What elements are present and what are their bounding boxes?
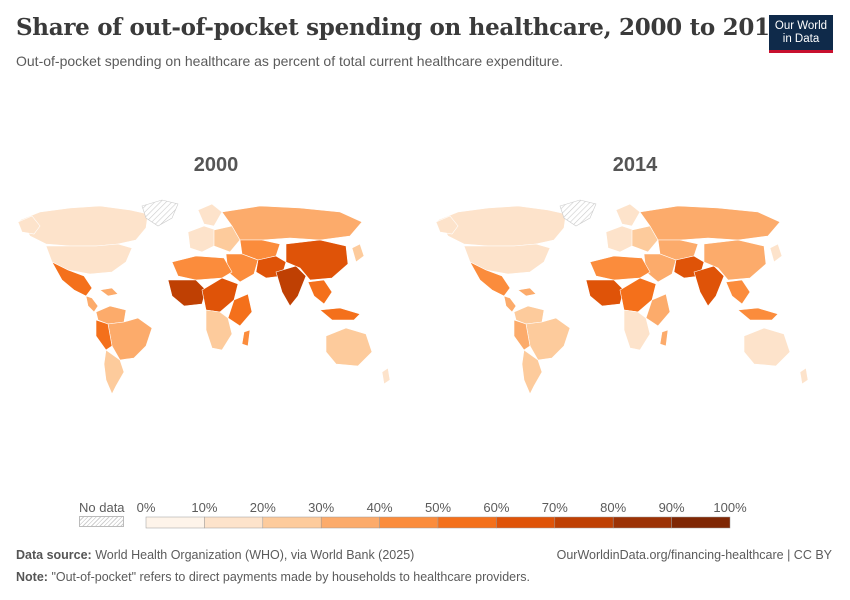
region-madagascar-2000[interactable] — [241, 329, 251, 347]
region-mexico-2014[interactable] — [469, 261, 511, 297]
legend-tick-label: 0% — [136, 500, 156, 515]
map-2000 — [17, 199, 391, 395]
legend-bin[interactable] — [145, 516, 205, 529]
region-australia-2014[interactable] — [743, 327, 791, 367]
legend-bin[interactable] — [671, 516, 731, 529]
region-middle-east-2000[interactable] — [225, 253, 259, 283]
region-europe-east-2000[interactable] — [213, 225, 241, 253]
map-title-2014: 2014 — [612, 154, 658, 176]
region-alaska-2014[interactable] — [435, 215, 459, 235]
region-indonesia-2000[interactable] — [319, 307, 361, 321]
legend-no-data-swatch[interactable] — [79, 516, 124, 527]
region-scandinavia-2014[interactable] — [615, 203, 641, 227]
region-europe-east-2014[interactable] — [631, 225, 659, 253]
region-australia-2000[interactable] — [325, 327, 373, 367]
legend-bin[interactable] — [496, 516, 556, 529]
region-china-2014[interactable] — [703, 239, 767, 281]
legend-bin[interactable] — [379, 516, 439, 529]
logo-line-1: Our World — [774, 19, 828, 32]
region-europe-west-2014[interactable] — [605, 225, 635, 253]
region-north-africa-2014[interactable] — [589, 255, 651, 281]
legend-tick-label: 100% — [713, 500, 747, 515]
legend-bin[interactable] — [262, 516, 322, 529]
region-argentina-chile-2014[interactable] — [521, 349, 543, 395]
legend-tick-label: 40% — [366, 500, 393, 515]
region-caribbean-2014[interactable] — [517, 287, 537, 297]
map-2014 — [435, 199, 809, 395]
region-scandinavia-2000[interactable] — [197, 203, 223, 227]
region-mexico-2000[interactable] — [51, 261, 93, 297]
legend-bin[interactable] — [554, 516, 614, 529]
map-title-2000: 2000 — [193, 154, 239, 176]
region-peru-bolivia-2000[interactable] — [95, 319, 113, 351]
region-southern-africa-2014[interactable] — [623, 309, 651, 351]
region-greenland-2014[interactable] — [559, 199, 597, 227]
legend-no-data-label: No data — [79, 500, 125, 515]
region-southeast-asia-2000[interactable] — [307, 279, 333, 305]
legend-bin[interactable] — [612, 516, 672, 529]
region-russia-2000[interactable] — [221, 205, 363, 241]
region-central-america-2000[interactable] — [85, 295, 99, 313]
note: Note: "Out-of-pocket" refers to direct p… — [16, 570, 530, 584]
region-new-zealand-2014[interactable] — [799, 367, 809, 385]
logo-line-2: in Data — [782, 32, 820, 45]
region-central-america-2014[interactable] — [503, 295, 517, 313]
legend-bin[interactable] — [437, 516, 497, 529]
region-japan-2000[interactable] — [351, 243, 365, 263]
region-brazil-2000[interactable] — [107, 317, 153, 361]
region-brazil-2014[interactable] — [525, 317, 571, 361]
legend-color-bar — [145, 516, 731, 529]
region-greenland-2000[interactable] — [141, 199, 179, 227]
region-peru-bolivia-2014[interactable] — [513, 319, 531, 351]
region-indonesia-2014[interactable] — [737, 307, 779, 321]
note-label: Note: — [16, 570, 48, 584]
region-caribbean-2000[interactable] — [99, 287, 119, 297]
region-argentina-chile-2000[interactable] — [103, 349, 125, 395]
region-southeast-asia-2014[interactable] — [725, 279, 751, 305]
region-middle-east-2014[interactable] — [643, 253, 677, 283]
chart-subtitle: Out-of-pocket spending on healthcare as … — [16, 53, 564, 69]
data-source: Data source: World Health Organization (… — [16, 548, 414, 562]
region-southern-africa-2000[interactable] — [205, 309, 233, 351]
region-west-africa-2014[interactable] — [585, 279, 625, 307]
region-russia-2014[interactable] — [639, 205, 781, 241]
region-india-2014[interactable] — [693, 265, 725, 307]
region-east-africa-2000[interactable] — [227, 293, 253, 327]
legend-tick-label: 20% — [249, 500, 276, 515]
legend-tick-label: 90% — [658, 500, 685, 515]
chart-title: Share of out-of-pocket spending on healt… — [16, 14, 786, 41]
region-north-africa-2000[interactable] — [171, 255, 233, 281]
region-japan-2014[interactable] — [769, 243, 783, 263]
region-madagascar-2014[interactable] — [659, 329, 669, 347]
legend-bin[interactable] — [320, 516, 380, 529]
region-west-africa-2000[interactable] — [167, 279, 207, 307]
owid-logo[interactable]: Our World in Data — [769, 15, 833, 53]
legend-tick-label: 80% — [600, 500, 627, 515]
region-alaska-2000[interactable] — [17, 215, 41, 235]
region-new-zealand-2000[interactable] — [381, 367, 391, 385]
region-canada-2014[interactable] — [437, 205, 567, 247]
legend-tick-label: 60% — [483, 500, 510, 515]
legend-tick-label: 70% — [541, 500, 568, 515]
legend-tick-label: 50% — [424, 500, 452, 515]
source-url[interactable]: OurWorldinData.org/financing-healthcare … — [556, 548, 832, 562]
data-source-text[interactable]: World Health Organization (WHO), via Wor… — [95, 548, 415, 562]
region-canada-2000[interactable] — [19, 205, 149, 247]
region-india-2000[interactable] — [275, 265, 307, 307]
region-china-2000[interactable] — [285, 239, 349, 281]
note-text: "Out-of-pocket" refers to direct payment… — [51, 570, 530, 584]
legend-tick-label: 30% — [308, 500, 335, 515]
legend-bin[interactable] — [204, 516, 264, 529]
region-east-africa-2014[interactable] — [645, 293, 671, 327]
region-europe-west-2000[interactable] — [187, 225, 217, 253]
data-source-label: Data source: — [16, 548, 92, 562]
legend-tick-label: 10% — [191, 500, 218, 515]
